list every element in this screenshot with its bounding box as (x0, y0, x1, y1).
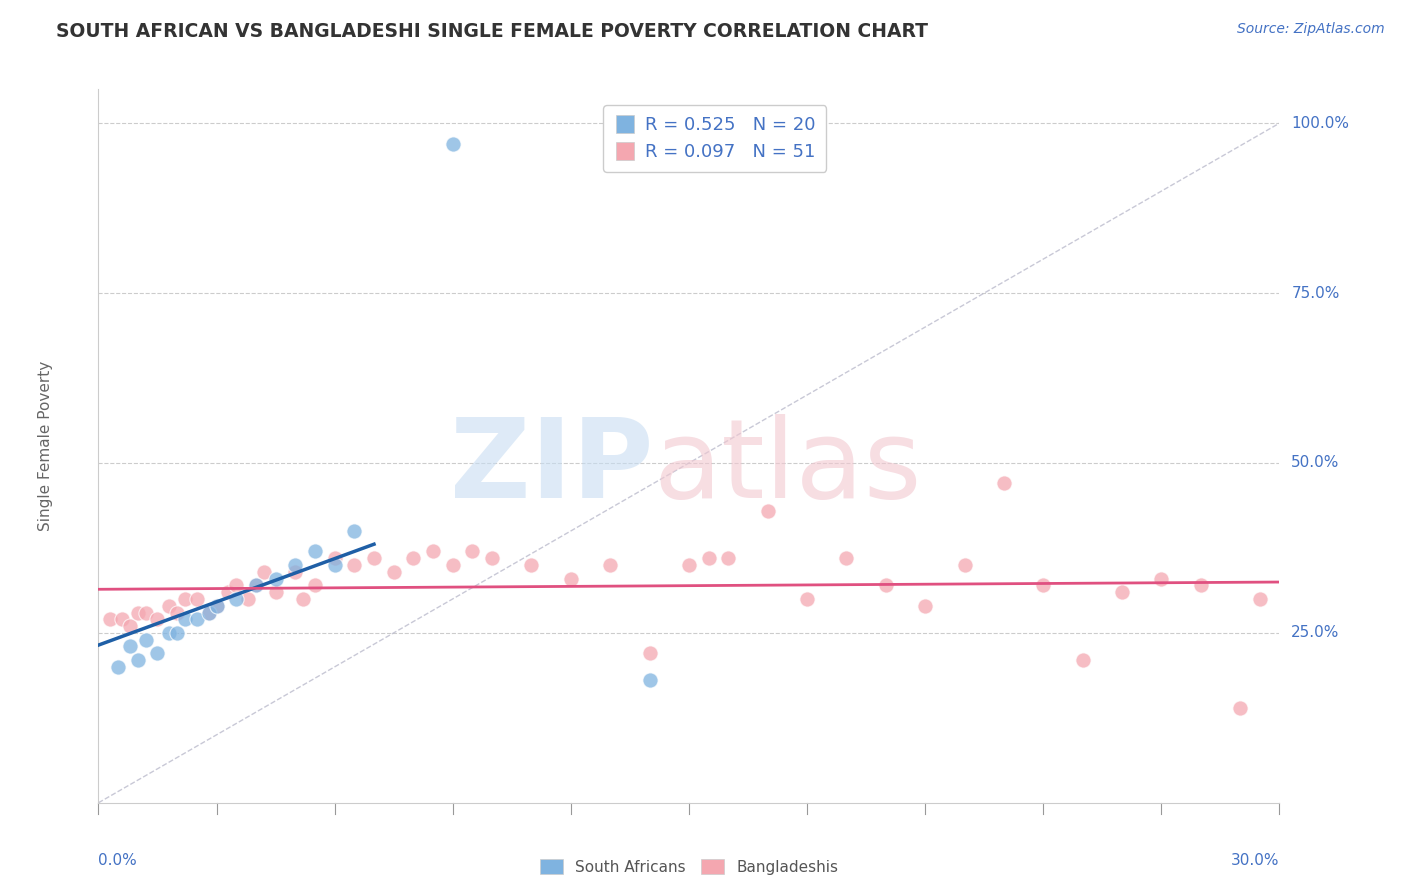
Point (1111, 585, 1133, 599)
Point (441, 558, 464, 572)
Point (245, 578, 267, 592)
Point (835, 551, 858, 566)
Point (135, 632, 157, 647)
Text: 25.0%: 25.0% (1291, 625, 1340, 640)
Point (914, 599, 936, 613)
Point (422, 544, 444, 558)
Point (174, 612, 197, 626)
Point (441, 136, 464, 151)
Point (402, 551, 425, 566)
Point (253, 565, 276, 579)
Point (197, 606, 219, 620)
Point (481, 551, 503, 566)
Text: 30.0%: 30.0% (1232, 853, 1279, 868)
Point (157, 626, 180, 640)
Point (304, 544, 326, 558)
Point (520, 558, 543, 572)
Point (225, 591, 247, 606)
Point (304, 578, 326, 592)
Text: 75.0%: 75.0% (1291, 285, 1340, 301)
Point (118, 619, 141, 633)
Point (284, 558, 307, 572)
Point (1189, 578, 1212, 592)
Text: atlas: atlas (654, 414, 922, 521)
Point (1249, 591, 1271, 606)
Point (245, 578, 267, 592)
Point (205, 599, 228, 613)
Legend: South Africans, Bangladeshis: South Africans, Bangladeshis (534, 853, 844, 880)
Point (323, 551, 346, 566)
Point (756, 503, 779, 517)
Point (638, 646, 661, 660)
Point (135, 606, 157, 620)
Point (993, 476, 1015, 491)
Point (560, 572, 582, 586)
Point (717, 551, 740, 566)
Point (1071, 653, 1094, 667)
Point (264, 572, 287, 586)
Point (236, 591, 259, 606)
Point (118, 640, 141, 654)
Point (166, 626, 188, 640)
Point (186, 612, 208, 626)
Point (166, 606, 188, 620)
Point (186, 591, 208, 606)
Point (284, 565, 307, 579)
Point (127, 606, 149, 620)
Point (875, 578, 897, 592)
Point (1229, 700, 1251, 714)
Point (382, 565, 405, 579)
Text: 0.0%: 0.0% (98, 853, 138, 868)
Point (225, 578, 247, 592)
Text: 50.0%: 50.0% (1291, 456, 1340, 470)
Text: Source: ZipAtlas.com: Source: ZipAtlas.com (1237, 22, 1385, 37)
Point (217, 585, 239, 599)
Text: 100.0%: 100.0% (1291, 116, 1350, 131)
Point (292, 591, 315, 606)
Point (205, 599, 228, 613)
Point (697, 551, 720, 566)
Point (1032, 578, 1054, 592)
Point (796, 591, 818, 606)
Point (678, 558, 700, 572)
Point (146, 612, 169, 626)
Point (461, 544, 484, 558)
Point (157, 599, 180, 613)
Point (343, 524, 366, 538)
Point (107, 660, 129, 674)
Point (127, 653, 149, 667)
Point (264, 585, 287, 599)
Point (98, 612, 121, 626)
Point (197, 606, 219, 620)
Point (323, 558, 346, 572)
Point (638, 673, 661, 688)
Point (363, 551, 385, 566)
Text: ZIP: ZIP (450, 414, 654, 521)
Point (174, 591, 197, 606)
Text: Single Female Poverty: Single Female Poverty (38, 361, 53, 531)
Point (953, 558, 976, 572)
Point (1150, 572, 1173, 586)
Point (343, 558, 366, 572)
Point (111, 612, 134, 626)
Text: SOUTH AFRICAN VS BANGLADESHI SINGLE FEMALE POVERTY CORRELATION CHART: SOUTH AFRICAN VS BANGLADESHI SINGLE FEMA… (56, 22, 928, 41)
Point (146, 646, 169, 660)
Point (599, 558, 621, 572)
